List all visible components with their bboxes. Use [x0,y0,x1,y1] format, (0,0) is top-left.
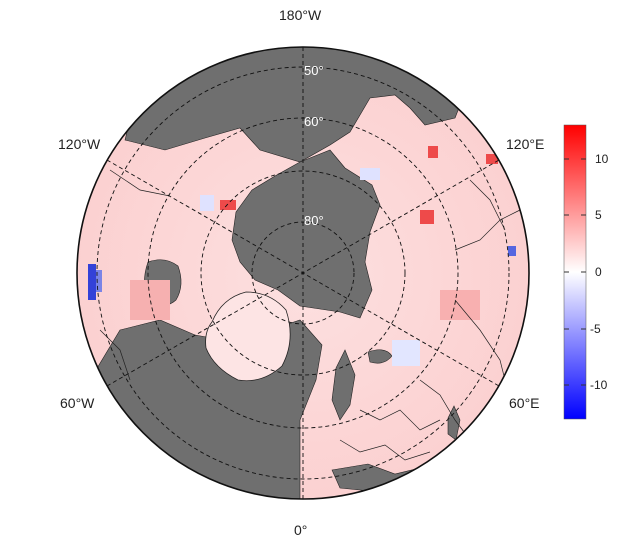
field-anomaly-cells [88,146,516,366]
colorbar-ticks [564,158,586,386]
colorbar-tick-label-10: 10 [595,152,609,166]
colorbar-tick-label-neg5: -5 [590,322,601,336]
colorbar-tick-label-0: 0 [595,265,602,279]
colorbar-tick-label-neg10: -10 [590,378,608,392]
longitude-label-upper-left: 120°W [58,136,101,152]
latitude-labels: 50° 60° 80° [304,63,324,228]
longitude-label-lower-right: 60°E [509,395,540,411]
map-boundary-circle [76,46,530,500]
latitude-label-60: 60° [304,114,324,129]
greenland-landmass [205,291,291,382]
colorbar-tick-label-5: 5 [595,208,602,222]
longitude-label-bottom: 0° [294,522,308,538]
latitude-label-50: 50° [304,63,324,78]
latitude-label-80: 80° [304,213,324,228]
longitude-label-upper-right: 120°E [506,136,545,152]
longitude-label-lower-left: 60°W [60,395,95,411]
meridian-lines [106,47,500,499]
longitude-label-top: 180°W [279,7,322,23]
